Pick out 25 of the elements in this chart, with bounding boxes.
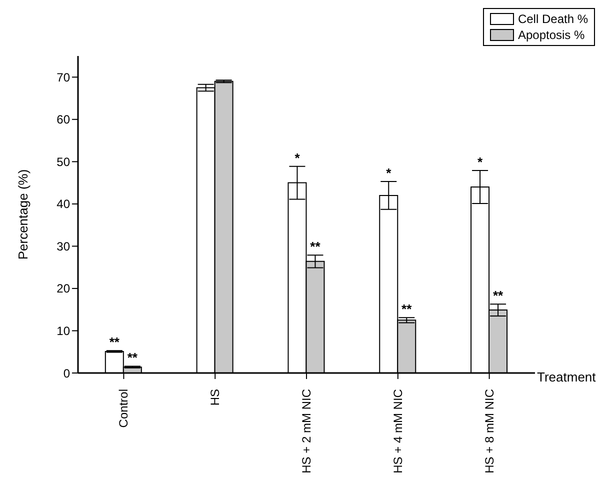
annotation: * bbox=[294, 150, 301, 166]
annotation: ** bbox=[310, 239, 322, 254]
annotation: ** bbox=[402, 302, 413, 317]
annotation: ** bbox=[492, 288, 504, 304]
x-tick-label: HS bbox=[208, 389, 222, 406]
x-tick-label: HS + 4 mM NIC bbox=[390, 388, 405, 474]
legend-label: Apoptosis % bbox=[518, 27, 585, 43]
y-tick-label: 30 bbox=[56, 239, 70, 254]
legend-label: Cell Death % bbox=[518, 11, 588, 27]
annotation: * bbox=[386, 166, 392, 181]
y-tick-label: 10 bbox=[56, 324, 70, 338]
x-axis-title: Treatment bbox=[537, 370, 596, 384]
y-axis-title: Percentage (%) bbox=[16, 169, 31, 260]
x-tick-label: HS + 2 mM NIC bbox=[300, 388, 314, 474]
x-tick-label: Control bbox=[116, 389, 131, 428]
y-tick-label: 0 bbox=[63, 366, 70, 380]
annotation: * bbox=[477, 154, 484, 170]
y-tick-label: 20 bbox=[56, 282, 70, 296]
y-tick-label: 60 bbox=[56, 112, 70, 127]
x-tick-label: HS + 8 mM NIC bbox=[482, 388, 496, 474]
y-tick-label: 50 bbox=[56, 154, 70, 169]
annotation: ** bbox=[127, 350, 138, 366]
annotation: ** bbox=[109, 334, 120, 350]
y-tick-label: 70 bbox=[56, 70, 70, 84]
y-tick-label: 40 bbox=[56, 197, 70, 212]
